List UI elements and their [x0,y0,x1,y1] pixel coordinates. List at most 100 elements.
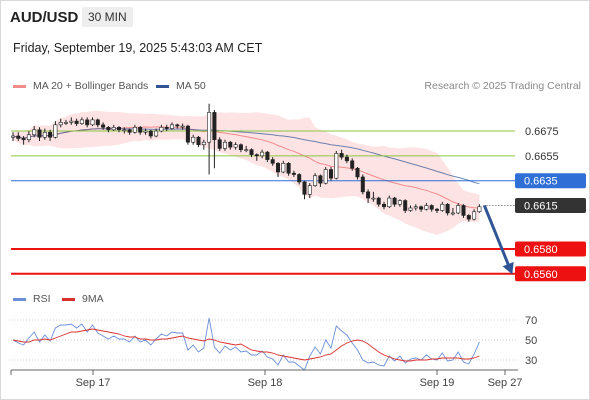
candle [228,140,233,150]
candle-body-up [154,130,159,137]
candle-body-up [58,122,63,126]
candle [477,204,482,213]
candle-body-up [260,151,265,157]
candle-body-up [456,205,461,214]
candle-body-up [32,129,37,136]
candle [408,205,413,212]
candle [450,208,455,216]
x-tick-label: Sep 17 [76,377,111,389]
level-label-0.6655: 0.6655 [525,151,559,163]
candle-body-down [355,167,360,178]
candle-body-up [111,127,116,131]
candle-body-up [323,169,328,184]
level-label-0.6580: 0.6580 [524,244,558,256]
candle-body-down [16,135,21,139]
candle [175,123,180,129]
candle-body-up [170,124,175,129]
candle-body-down [117,127,122,131]
candle [265,150,270,163]
candle [90,117,95,127]
ma50-swatch [156,84,169,88]
rsi-ma-line [12,328,480,362]
candle [143,128,148,135]
candle [79,117,84,125]
candle-body-up [223,141,228,149]
candle [212,109,217,169]
candle [48,129,53,141]
candle [434,208,439,213]
candle-body-down [238,144,243,150]
candle [21,136,26,145]
rsi-ma-swatch [62,297,75,301]
candle-body-up [53,124,58,138]
candle [58,118,63,128]
candle [159,124,164,133]
candle [350,158,355,171]
candle-body-up [191,136,196,143]
candle-body-down [429,205,434,210]
candle [191,134,196,145]
candle-body-up [122,129,127,132]
candle [111,124,116,132]
candle-body-up [90,119,95,126]
candle [201,139,206,150]
candle-body-down [275,163,280,173]
x-tick-label: Sep 18 [248,377,283,389]
candle [461,204,466,218]
candle [366,189,371,204]
candle [244,145,249,153]
candle [307,183,312,199]
candle [397,199,402,207]
candle [424,203,429,211]
candle [101,122,106,130]
candle [376,196,381,207]
level-label-0.6675: 0.6675 [525,126,559,138]
x-tick-label: Sep 27 [488,377,523,389]
candle-body-up [132,127,137,133]
candle [164,124,169,132]
candle-body-up [387,197,392,208]
candle [53,121,58,139]
candle [233,142,238,150]
candle [154,128,159,138]
level-label-0.6635: 0.6635 [524,176,558,188]
candle-body-up [64,122,69,124]
ma50-line [12,128,480,185]
candle [313,173,318,187]
candle [95,118,100,128]
candle-body-up [477,206,482,213]
candle-body-up [69,120,74,123]
candle-body-down [419,206,424,210]
candle-body-down [265,151,270,160]
candle-body-down [127,129,132,133]
candle-body-down [381,203,386,208]
candle [302,180,307,200]
candle [26,131,31,143]
timeframe-badge[interactable]: 30 MIN [82,7,133,27]
candle [323,167,328,185]
rsi-tick-70: 70 [525,315,537,327]
rsi-tick-30: 30 [525,355,537,367]
candle-body-down [366,191,371,199]
candle [74,118,79,127]
candle-body-down [297,174,302,183]
candle-body-down [249,149,254,155]
candle-body-up [233,144,238,148]
candle [11,132,16,141]
level-tag-0.6580 [515,241,586,257]
candle-body-down [291,172,296,175]
candle-body-up [450,212,455,215]
candle-body-up [143,130,148,133]
candle [466,214,471,222]
x-tick-label: Sep 19 [420,377,455,389]
candle-body-down [466,215,471,220]
candle-body-up [281,163,286,173]
candle-body-down [217,139,222,149]
candle [413,204,418,211]
candle-body-up [313,175,318,186]
candle [217,137,222,151]
level-tag-0.6635 [515,173,586,189]
candle-body-down [461,205,466,216]
candle-body-down [344,156,349,162]
candle [254,153,259,161]
